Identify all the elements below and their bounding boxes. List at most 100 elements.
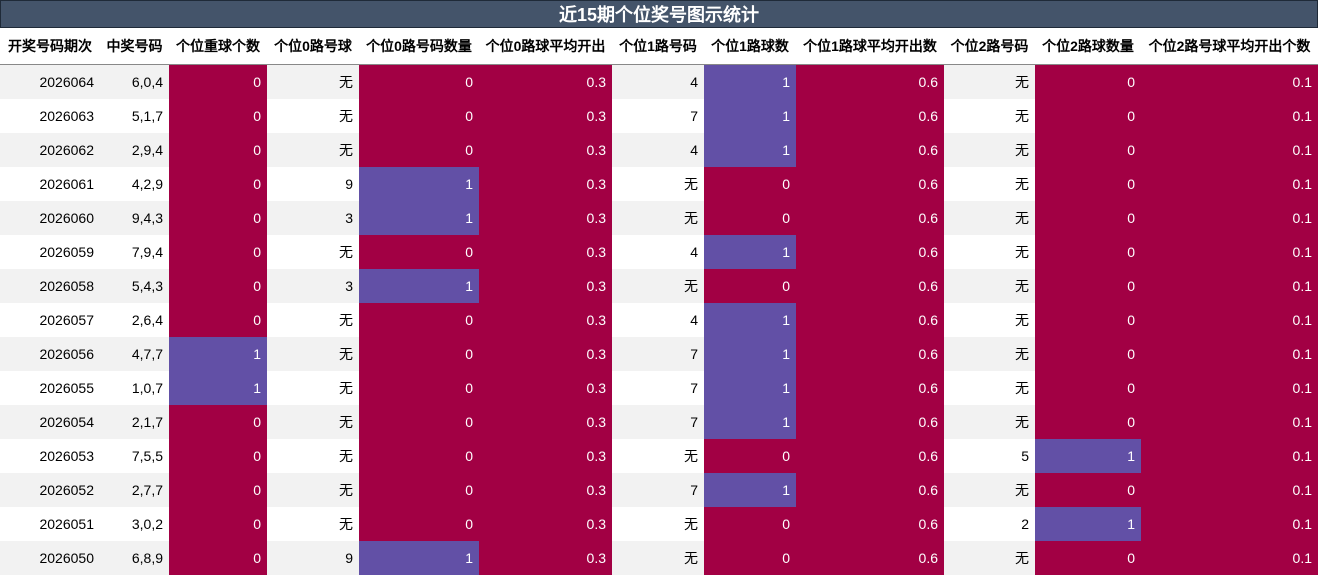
cell-route2-average: 0.1	[1141, 98, 1318, 133]
cell-repeat-count: 0	[169, 302, 267, 337]
cell-route2-average: 0.1	[1141, 200, 1318, 235]
table-row: 2026055 1,0,7 1 无 0 0.3 7 1 0.6 无 0 0.1	[0, 370, 1318, 405]
cell-route0-average: 0.3	[479, 64, 612, 99]
cell-route1-count: 1	[704, 234, 796, 269]
col-header-route1-count[interactable]: 个位1路球数	[704, 28, 796, 65]
cell-route1-average: 0.6	[796, 302, 944, 337]
cell-route2-count: 0	[1035, 540, 1141, 575]
cell-winning-number: 6,0,4	[100, 64, 169, 99]
cell-route1-number: 无	[612, 506, 704, 541]
cell-route0-number: 无	[267, 64, 359, 99]
cell-route2-average: 0.1	[1141, 506, 1318, 541]
cell-route2-average: 0.1	[1141, 438, 1318, 473]
col-header-route0-count[interactable]: 个位0路号码数量	[359, 28, 479, 65]
cell-route2-average: 0.1	[1141, 540, 1318, 575]
cell-repeat-count: 0	[169, 472, 267, 507]
cell-winning-number: 4,2,9	[100, 166, 169, 201]
cell-route1-count: 0	[704, 540, 796, 575]
cell-period: 2026059	[0, 234, 100, 269]
col-header-winning-number[interactable]: 中奖号码	[100, 28, 169, 65]
cell-repeat-count: 0	[169, 166, 267, 201]
cell-route1-count: 1	[704, 64, 796, 99]
cell-repeat-count: 1	[169, 336, 267, 371]
table-title: 近15期个位奖号图示统计	[0, 0, 1318, 28]
cell-route2-count: 0	[1035, 472, 1141, 507]
cell-route0-number: 无	[267, 438, 359, 473]
cell-route1-count: 1	[704, 98, 796, 133]
cell-route1-count: 0	[704, 268, 796, 303]
cell-route1-average: 0.6	[796, 404, 944, 439]
cell-route2-number: 无	[944, 404, 1035, 439]
cell-route0-average: 0.3	[479, 98, 612, 133]
cell-repeat-count: 0	[169, 234, 267, 269]
cell-route0-count: 0	[359, 98, 479, 133]
cell-route1-number: 无	[612, 268, 704, 303]
cell-route0-number: 9	[267, 166, 359, 201]
table-row: 2026061 4,2,9 0 9 1 0.3 无 0 0.6 无 0 0.1	[0, 166, 1318, 201]
table-row: 2026057 2,6,4 0 无 0 0.3 4 1 0.6 无 0 0.1	[0, 302, 1318, 337]
cell-route1-average: 0.6	[796, 268, 944, 303]
table-row: 2026056 4,7,7 1 无 0 0.3 7 1 0.6 无 0 0.1	[0, 336, 1318, 371]
cell-route0-average: 0.3	[479, 166, 612, 201]
cell-route1-number: 无	[612, 438, 704, 473]
cell-route1-count: 0	[704, 200, 796, 235]
cell-route1-average: 0.6	[796, 166, 944, 201]
col-header-route2-count[interactable]: 个位2路球数量	[1035, 28, 1141, 65]
cell-route2-count: 0	[1035, 370, 1141, 405]
col-header-route0-average[interactable]: 个位0路球平均开出	[479, 28, 612, 65]
cell-route0-average: 0.3	[479, 268, 612, 303]
cell-route1-number: 7	[612, 404, 704, 439]
cell-route1-average: 0.6	[796, 132, 944, 167]
cell-route2-average: 0.1	[1141, 268, 1318, 303]
cell-route1-number: 无	[612, 166, 704, 201]
cell-route2-count: 0	[1035, 132, 1141, 167]
cell-route2-count: 0	[1035, 234, 1141, 269]
cell-route2-average: 0.1	[1141, 132, 1318, 167]
cell-route0-number: 无	[267, 336, 359, 371]
cell-winning-number: 2,1,7	[100, 404, 169, 439]
col-header-route2-average[interactable]: 个位2路号球平均开出个数	[1141, 28, 1318, 65]
cell-route0-count: 0	[359, 472, 479, 507]
cell-route0-average: 0.3	[479, 472, 612, 507]
cell-winning-number: 3,0,2	[100, 506, 169, 541]
cell-period: 2026057	[0, 302, 100, 337]
header-row: 开奖号码期次 中奖号码 个位重球个数 个位0路号球 个位0路号码数量 个位0路球…	[0, 28, 1318, 65]
col-header-repeat-count[interactable]: 个位重球个数	[169, 28, 267, 65]
cell-winning-number: 5,1,7	[100, 98, 169, 133]
cell-route2-count: 0	[1035, 200, 1141, 235]
cell-period: 2026051	[0, 506, 100, 541]
cell-period: 2026064	[0, 64, 100, 99]
table-row: 2026050 6,8,9 0 9 1 0.3 无 0 0.6 无 0 0.1	[0, 540, 1318, 575]
cell-route1-number: 7	[612, 98, 704, 133]
cell-route2-count: 0	[1035, 166, 1141, 201]
cell-route1-number: 4	[612, 64, 704, 99]
cell-route0-number: 无	[267, 234, 359, 269]
cell-route0-count: 0	[359, 234, 479, 269]
cell-route2-number: 2	[944, 506, 1035, 541]
col-header-route1-number[interactable]: 个位1路号码	[612, 28, 704, 65]
col-header-period[interactable]: 开奖号码期次	[0, 28, 100, 65]
col-header-route0-number[interactable]: 个位0路号球	[267, 28, 359, 65]
cell-route0-count: 0	[359, 370, 479, 405]
cell-route1-number: 4	[612, 132, 704, 167]
cell-route1-average: 0.6	[796, 506, 944, 541]
cell-route1-number: 4	[612, 234, 704, 269]
cell-route0-average: 0.3	[479, 540, 612, 575]
cell-repeat-count: 0	[169, 132, 267, 167]
col-header-route2-number[interactable]: 个位2路号码	[944, 28, 1035, 65]
cell-route2-average: 0.1	[1141, 472, 1318, 507]
cell-repeat-count: 0	[169, 98, 267, 133]
cell-route1-count: 1	[704, 132, 796, 167]
table-row: 2026058 5,4,3 0 3 1 0.3 无 0 0.6 无 0 0.1	[0, 268, 1318, 303]
cell-route2-number: 无	[944, 64, 1035, 99]
cell-route2-count: 0	[1035, 302, 1141, 337]
cell-route2-average: 0.1	[1141, 234, 1318, 269]
cell-route2-number: 无	[944, 336, 1035, 371]
cell-route0-number: 无	[267, 132, 359, 167]
cell-winning-number: 4,7,7	[100, 336, 169, 371]
col-header-route1-average[interactable]: 个位1路球平均开出数	[796, 28, 944, 65]
cell-period: 2026055	[0, 370, 100, 405]
cell-route0-average: 0.3	[479, 200, 612, 235]
cell-period: 2026056	[0, 336, 100, 371]
table-row: 2026053 7,5,5 0 无 0 0.3 无 0 0.6 5 1 0.1	[0, 438, 1318, 473]
